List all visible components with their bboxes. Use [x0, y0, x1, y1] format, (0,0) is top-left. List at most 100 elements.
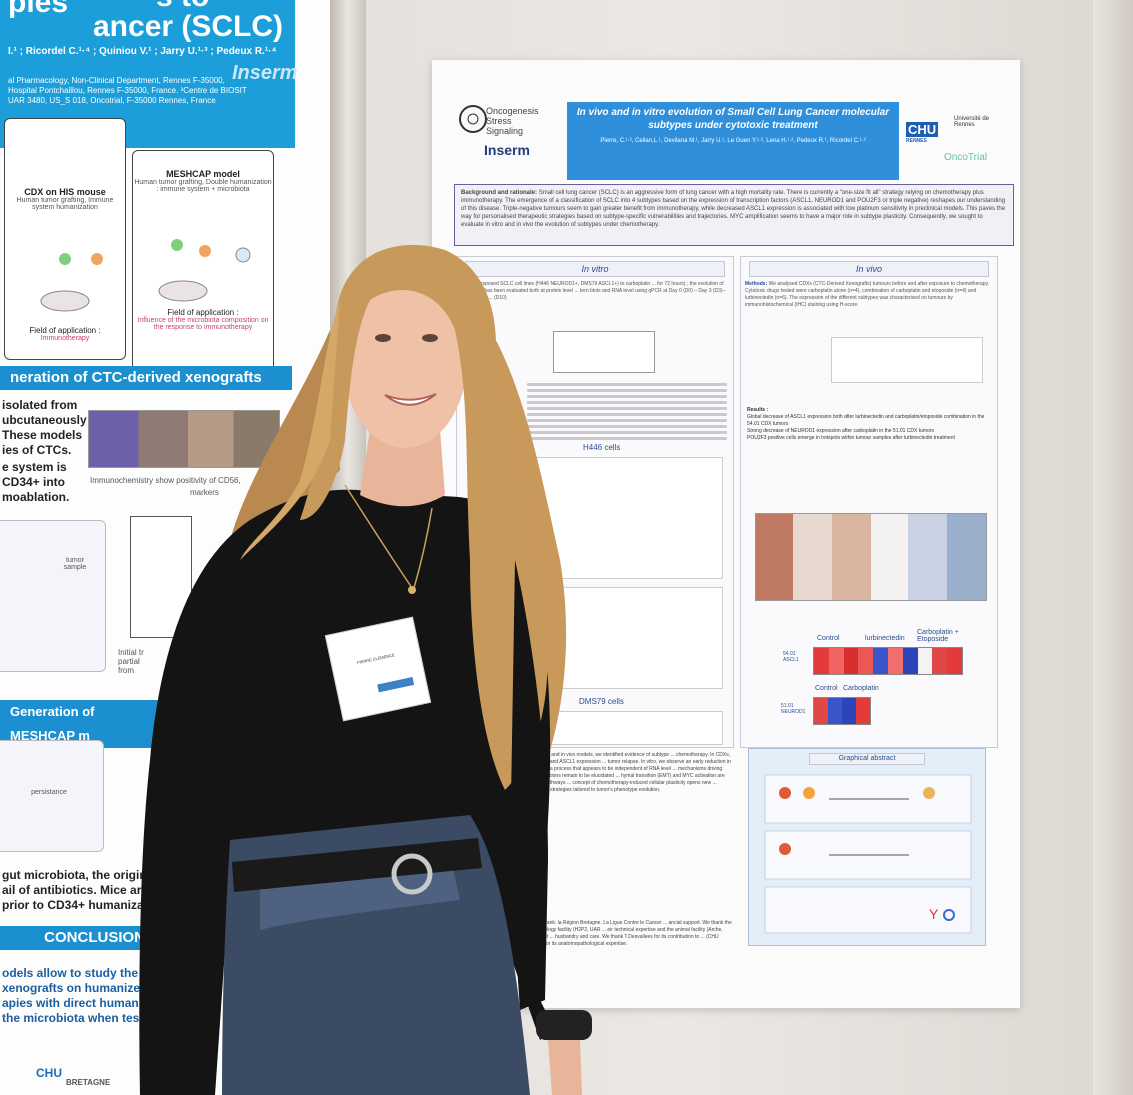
logo-inserm: Inserm — [484, 142, 530, 158]
left-poster-header: ples s to ancer (SCLC) I.¹ ; Ricordel C.… — [0, 0, 298, 148]
hand-right — [548, 1040, 582, 1095]
graphical-abstract-diagram: Y — [764, 774, 972, 934]
system-text: e system is CD34+ into moablation. — [2, 460, 70, 504]
heatmap-ascl1 — [813, 647, 963, 675]
left-title-line1: ples — [8, 0, 69, 19]
cdx-box-title: CDX on HIS mouse — [24, 187, 106, 197]
logo-rennes: RENNES — [906, 138, 927, 144]
poster-title: In vivo and in vitro evolution of Small … — [576, 107, 890, 131]
dms79-cells-label: DMS79 cells — [579, 697, 624, 706]
arm-right — [510, 560, 548, 1010]
ihc-caption-2: markers — [190, 488, 219, 497]
in-vivo-schema — [831, 337, 983, 383]
graphical-abstract-box: Graphical abstract Y — [748, 748, 986, 946]
left-poster-affiliation: al Pharmacology, Non-Clinical Department… — [8, 76, 247, 105]
left-title-fragment: s to — [156, 0, 209, 14]
section-ctc-xenografts: neration of CTC-derived xenografts — [0, 366, 292, 390]
results-label: Results : — [747, 407, 769, 413]
cdx-box-subtitle: Human tumor grafting, Immune system huma… — [16, 197, 114, 211]
right-eye — [422, 334, 438, 342]
logo-oncogenesis: Oncogenesis — [486, 106, 539, 116]
persistance-diagram: persistance — [0, 740, 104, 852]
persistance-label: persistance — [31, 789, 67, 796]
in-vitro-results-text — [527, 383, 727, 443]
in-vivo-column: In vivo Methods: We analysed CDXs (CTC-D… — [740, 256, 998, 748]
background-text: Background and rationale: Small cell lun… — [455, 185, 1013, 233]
cdx-field-value: Immunotherapy — [40, 335, 90, 342]
acknowledgement-snippet: d like to thank: la Région Bretagne, La … — [524, 920, 732, 947]
section-conclusion: CONCLUSION — [0, 926, 149, 950]
in-vivo-results: Results : Global decrease of ASCL1 expre… — [747, 407, 993, 442]
background-label: Background and rationale: — [461, 190, 538, 196]
tumor-sample-label: tumor sample — [63, 557, 87, 571]
neck — [360, 430, 445, 507]
ihc-staining-grid — [755, 513, 987, 601]
name-badge: PIERRE CLEMENCE — [324, 616, 432, 722]
heatmap-row-2-label: 51.01 NEUROD1 — [781, 703, 806, 715]
oncogenesis-logo-icon — [459, 105, 487, 133]
left-eye — [375, 334, 391, 342]
badge-logo-strip — [377, 677, 415, 693]
heatmap-label-control: Control — [817, 635, 840, 642]
result-3: POU2F3 positive cells emerge in hotspots… — [747, 435, 955, 441]
logo-universite: Université de Rennes — [954, 116, 990, 128]
in-vivo-title: In vivo — [749, 261, 989, 277]
poster-title-box: In vivo and in vitro evolution of Small … — [567, 102, 899, 180]
left-logo-chu: CHU — [36, 1066, 62, 1080]
right-frame — [1093, 0, 1133, 1095]
sweater — [139, 489, 556, 1095]
cdx-box: CDX on HIS mouse Human tumor grafting, I… — [4, 118, 126, 360]
meshcap-box: MESHCAP model Human tumor grafting, Doub… — [132, 150, 274, 380]
necklace-pendant — [408, 586, 416, 594]
main-poster: Oncogenesis Stress Signaling Inserm In v… — [432, 60, 1020, 1008]
in-vivo-methods-label: Methods: — [745, 281, 768, 287]
background-body: Small cell lung cancer (SCLC) is an aggr… — [461, 190, 1006, 228]
poster-authors: Pierre, C.¹·², Cellan,L.¹, Devilana M.¹,… — [600, 138, 866, 144]
belt — [232, 838, 482, 892]
logo-stress: Stress — [486, 116, 512, 126]
badge-name: PIERRE CLEMENCE — [356, 652, 396, 666]
in-vitro-column: In vitro ds: We exposed SCLC cell lines … — [456, 256, 734, 748]
ihc-images — [88, 410, 280, 468]
conclusion-snippet: both in vitro and in vivo models, we ide… — [524, 752, 731, 793]
treatment-diagram: tumor sample — [0, 520, 106, 672]
logo-chu: CHU — [906, 122, 939, 137]
logo-signaling: Signaling — [486, 126, 524, 136]
dms79-western-blot — [527, 711, 723, 745]
smile — [384, 393, 437, 406]
svg-text:Y: Y — [929, 906, 939, 922]
cdx-field-label: Field of application : — [29, 326, 101, 335]
necklace-right — [413, 507, 433, 589]
left-poster-authors: I.¹ ; Ricordel C.¹·⁴ ; Quiniou V.¹ ; Jar… — [8, 46, 277, 57]
watch — [536, 1010, 592, 1040]
hair-front — [300, 244, 548, 790]
heatmap-label-carboplatin-etoposide: Carboplatin + Etoposide — [917, 629, 959, 643]
initial-label: Initial tr partial from — [118, 648, 144, 675]
ihc-caption: Immunochemistry show positivity of CD56, — [90, 476, 241, 485]
background-box: Background and rationale: Small cell lun… — [454, 184, 1014, 246]
conclusion-text: odels allow to study the xenografts on h… — [2, 966, 165, 1025]
meshcap-diagram — [158, 239, 251, 302]
in-vitro-schema — [553, 331, 655, 373]
left-logo-bretagne: BRETAGNE — [66, 1078, 111, 1087]
meshcap-box-subtitle: Human tumor grafting, Double humanizatio… — [134, 179, 272, 193]
graphical-abstract-title: Graphical abstract — [809, 753, 925, 765]
heatmap-row-1-label: 54.01 ASCL1 — [783, 651, 799, 663]
inserm-logo: Inserm — [232, 62, 298, 84]
in-vivo-methods-block: Methods: We analysed CDXs (CTC-Derived X… — [741, 281, 997, 309]
face — [343, 272, 467, 448]
left-title-line2: ancer (SCLC) — [93, 10, 284, 43]
logo-oncotrial: OncoTrial — [944, 152, 987, 163]
hair-left — [240, 300, 340, 560]
meshcap-box-title: MESHCAP model — [166, 169, 240, 179]
necklace — [344, 484, 413, 589]
heatmap2-label-carboplatin: Carboplatin — [843, 685, 879, 692]
h446-cells-label: H446 cells — [583, 443, 621, 452]
heatmap2-label-control: Control — [815, 685, 838, 692]
in-vivo-methods: We analysed CDXs (CTC-Derived Xenografts… — [745, 281, 990, 308]
heatmap-neurod1 — [813, 697, 871, 725]
result-1: Global decrease of ASCL1 expression both… — [747, 414, 985, 427]
result-2: Strong decrease of NEUROD1 expression af… — [747, 428, 935, 434]
cdx-diagram — [40, 253, 103, 312]
